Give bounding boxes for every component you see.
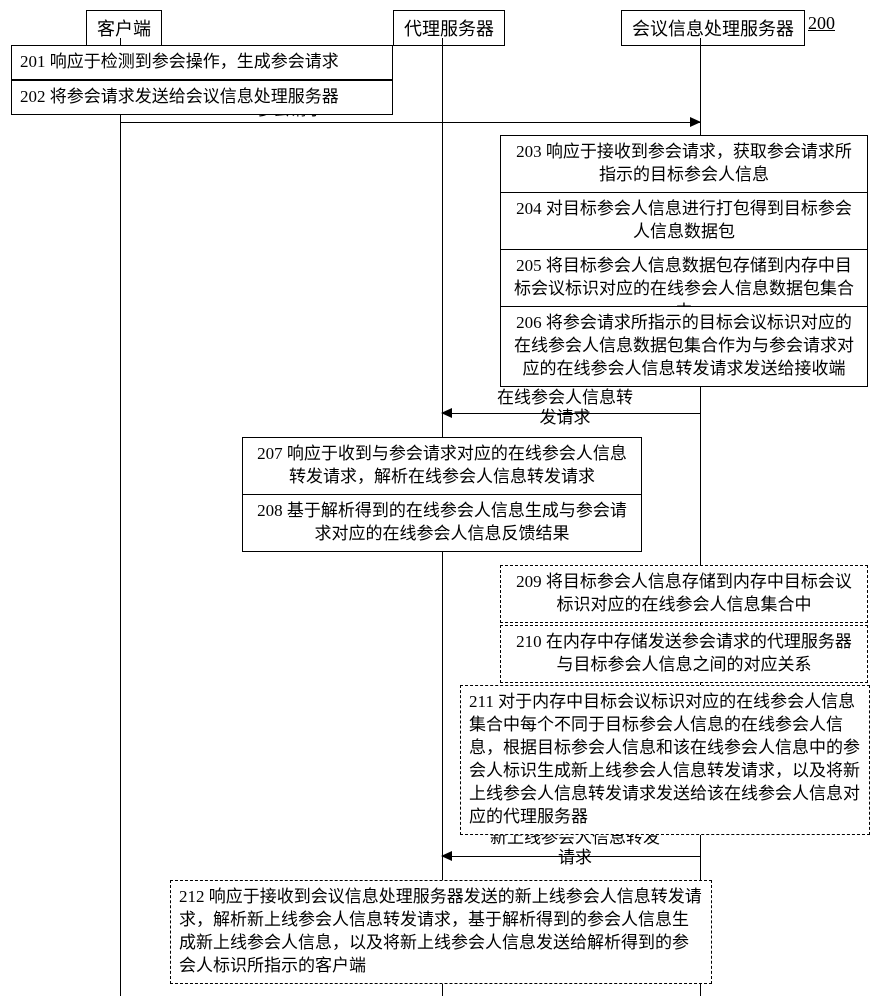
msg-label-online-forward: 在线参会人信息转发请求 xyxy=(490,388,640,429)
step-212: 212 响应于接收到会议信息处理服务器发送的新上线参会人信息转发请求，解析新上线… xyxy=(170,880,712,984)
step-text: 将目标参会人信息存储到内存中目标会议标识对应的在线参会人信息集合中 xyxy=(546,572,852,614)
page-number: 200 xyxy=(808,13,835,34)
step-text: 对目标参会人信息进行打包得到目标参会人信息数据包 xyxy=(546,199,852,241)
lane-header-meeting: 会议信息处理服务器 xyxy=(621,10,805,46)
step-text: 将参会请求所指示的目标会议标识对应的在线参会人信息数据包集合作为与参会请求对应的… xyxy=(514,313,854,378)
step-number: 203 xyxy=(516,142,542,161)
arrow-join-request xyxy=(120,122,700,123)
lane-header-proxy: 代理服务器 xyxy=(393,10,505,46)
step-204: 204 对目标参会人信息进行打包得到目标参会人信息数据包 xyxy=(500,192,868,250)
step-203: 203 响应于接收到参会请求，获取参会请求所指示的目标参会人信息 xyxy=(500,135,868,193)
step-number: 206 xyxy=(516,313,542,332)
step-number: 210 xyxy=(516,632,542,651)
step-210: 210 在内存中存储发送参会请求的代理服务器与目标参会人信息之间的对应关系 xyxy=(500,625,868,683)
step-text: 响应于收到与参会请求对应的在线参会人信息转发请求，解析在线参会人信息转发请求 xyxy=(287,444,627,486)
step-text: 基于解析得到的在线参会人信息生成与参会请求对应的在线参会人信息反馈结果 xyxy=(287,501,627,543)
step-text: 对于内存中目标会议标识对应的在线参会人信息集合中每个不同于目标参会人信息的在线参… xyxy=(469,692,860,826)
step-201: 201 响应于检测到参会操作，生成参会请求 xyxy=(11,45,393,80)
step-number: 209 xyxy=(516,572,542,591)
step-207: 207 响应于收到与参会请求对应的在线参会人信息转发请求，解析在线参会人信息转发… xyxy=(242,437,642,495)
step-number: 207 xyxy=(257,444,283,463)
lane-header-client: 客户端 xyxy=(86,10,162,46)
step-text: 响应于接收到参会请求，获取参会请求所指示的目标参会人信息 xyxy=(546,142,852,184)
step-209: 209 将目标参会人信息存储到内存中目标会议标识对应的在线参会人信息集合中 xyxy=(500,565,868,623)
step-number: 208 xyxy=(257,501,283,520)
step-number: 205 xyxy=(516,256,542,275)
step-number: 211 xyxy=(469,692,494,711)
step-211: 211 对于内存中目标会议标识对应的在线参会人信息集合中每个不同于目标参会人信息… xyxy=(460,685,870,835)
step-number: 204 xyxy=(516,199,542,218)
step-text: 将参会请求发送给会议信息处理服务器 xyxy=(50,87,339,106)
step-number: 202 xyxy=(20,87,46,106)
step-206: 206 将参会请求所指示的目标会议标识对应的在线参会人信息数据包集合作为与参会请… xyxy=(500,306,868,387)
lifeline-client xyxy=(120,38,121,996)
step-text: 响应于检测到参会操作，生成参会请求 xyxy=(50,52,339,71)
step-202: 202 将参会请求发送给会议信息处理服务器 xyxy=(11,80,393,115)
sequence-diagram: 200 客户端 代理服务器 会议信息处理服务器 参会请求 在线参会人信息转发请求… xyxy=(0,0,882,1000)
step-number: 201 xyxy=(20,52,46,71)
step-text: 响应于接收到会议信息处理服务器发送的新上线参会人信息转发请求，解析新上线参会人信… xyxy=(179,887,702,975)
step-208: 208 基于解析得到的在线参会人信息生成与参会请求对应的在线参会人信息反馈结果 xyxy=(242,494,642,552)
step-text: 在内存中存储发送参会请求的代理服务器与目标参会人信息之间的对应关系 xyxy=(546,632,852,674)
step-number: 212 xyxy=(179,887,205,906)
